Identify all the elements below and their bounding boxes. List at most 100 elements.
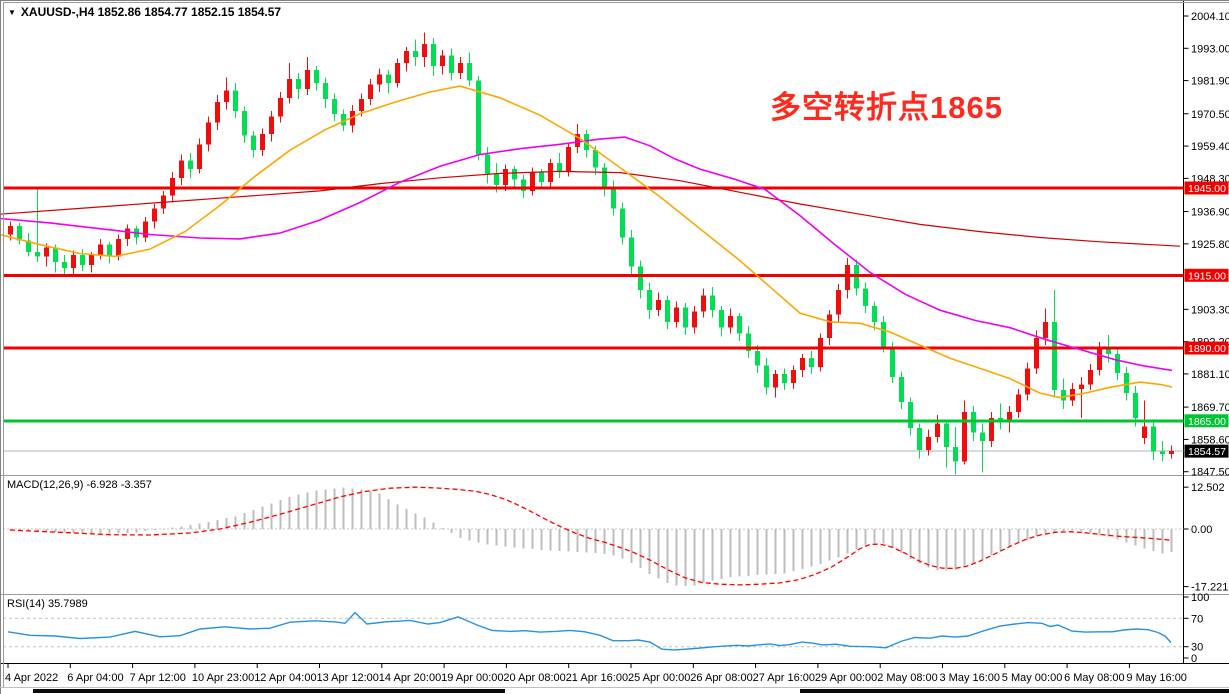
candle-body <box>98 244 103 255</box>
time-axis-label: 3 May 16:00 <box>940 672 1001 684</box>
bottom-bar-left <box>33 689 505 693</box>
candle-body <box>278 97 283 117</box>
price-axis-label: 1981.90 <box>1191 76 1229 88</box>
macd-indicator-label: MACD(12,26,9) -6.928 -3.357 <box>7 479 152 491</box>
price-axis-label: 1881.10 <box>1191 369 1229 381</box>
candle-body <box>296 78 301 90</box>
candle-body <box>827 314 832 338</box>
candle-body <box>539 171 544 183</box>
candle-body <box>611 187 616 209</box>
price-axis-label: 1959.40 <box>1191 141 1229 153</box>
price-axis-label: 1993.00 <box>1191 43 1229 55</box>
candle-body <box>926 436 931 450</box>
candle-body <box>944 423 949 447</box>
candle-body <box>512 169 517 180</box>
candles-layer <box>8 32 1174 475</box>
bottom-bar-right <box>800 689 1229 693</box>
price-badge-box <box>1184 268 1229 282</box>
symbol-dropdown-icon[interactable]: ▼ <box>8 7 16 17</box>
price-axis-label: 1970.50 <box>1191 109 1229 121</box>
candle-body <box>593 150 598 168</box>
candle-body <box>755 350 760 366</box>
candle-body <box>530 171 535 191</box>
candle-body <box>449 55 454 74</box>
candle-body <box>404 51 409 63</box>
candle-body <box>260 134 265 151</box>
candle-body <box>656 300 661 311</box>
candle-body <box>548 163 553 183</box>
rsi-panel <box>3 611 1184 651</box>
candle-body <box>413 51 418 58</box>
price-badge-text: 1854.57 <box>1188 446 1226 458</box>
candle-body <box>359 99 364 111</box>
candle-body <box>1043 321 1048 338</box>
chart-annotation-text: 多空转折点1865 <box>770 90 1003 125</box>
candle-body <box>179 160 184 178</box>
candle-body <box>872 305 877 322</box>
candle-body <box>602 167 607 188</box>
time-axis-label: 4 Apr 2022 <box>5 672 58 684</box>
time-axis-label: 21 Apr 16:00 <box>566 672 628 684</box>
candle-body <box>953 446 958 462</box>
price-level-badge: 1945.00 <box>1184 181 1229 195</box>
macd-axis-label: -17.221 <box>1191 582 1228 594</box>
candle-body <box>71 254 76 269</box>
candle-body <box>242 110 247 136</box>
candle-body <box>476 80 481 155</box>
price-badge-box <box>1184 414 1229 428</box>
candle-body <box>566 147 571 172</box>
candle-body <box>764 365 769 388</box>
candle-body <box>467 62 472 81</box>
candle-body <box>620 208 625 238</box>
time-axis-label: 2 May 08:00 <box>877 672 938 684</box>
candle-body <box>881 321 886 347</box>
price-axis-label: 2004.10 <box>1191 11 1229 23</box>
time-axis: 4 Apr 2022 6 Apr 04:00 7 Apr 12:00 10 Apr 2… <box>5 663 1187 684</box>
candle-body <box>899 377 904 402</box>
candle-body <box>314 70 319 84</box>
candle-body <box>224 90 229 103</box>
time-axis-label: 9 May 16:00 <box>1126 672 1187 684</box>
ma-mid-line <box>0 136 1173 372</box>
candle-body <box>917 428 922 450</box>
time-axis-label: 20 Apr 08:00 <box>503 672 565 684</box>
candle-body <box>458 62 463 74</box>
candle-body <box>386 74 391 84</box>
macd-axis-label: 0.00 <box>1191 524 1212 536</box>
symbol-title-bar: ▼ XAUUSD-,H4 1852.86 1854.77 1852.15 185… <box>8 4 281 20</box>
candle-body <box>341 113 346 126</box>
candle-body <box>1160 451 1165 455</box>
symbol-ohlc-text: XAUUSD-,H4 1852.86 1854.77 1852.15 1854.… <box>20 5 282 19</box>
candle-body <box>1133 393 1138 418</box>
candle-body <box>53 247 58 263</box>
candle-body <box>1097 348 1102 370</box>
candle-body <box>143 221 148 238</box>
ma-fast-line <box>0 85 1173 399</box>
time-axis-label: 6 Apr 04:00 <box>67 672 123 684</box>
candle-body <box>575 134 580 148</box>
candle-body <box>431 43 436 66</box>
candle-body <box>35 252 40 257</box>
candle-body <box>116 238 121 257</box>
candle-body <box>206 122 211 145</box>
candle-body <box>836 289 841 315</box>
time-axis-label: 13 Apr 12:00 <box>317 672 379 684</box>
candle-body <box>125 228 130 239</box>
candle-body <box>215 102 220 123</box>
candle-body <box>62 262 67 269</box>
price-badge-box <box>1184 341 1229 355</box>
candle-body <box>989 417 994 442</box>
candle-body <box>89 254 94 266</box>
candle-body <box>710 295 715 311</box>
price-level-badge: 1854.57 <box>1184 444 1229 458</box>
candle-body <box>305 70 310 90</box>
candle-body <box>665 300 670 322</box>
candle-body <box>863 288 868 306</box>
candle-body <box>701 295 706 312</box>
rsi-line <box>7 611 1172 651</box>
candle-body <box>782 374 787 383</box>
candle-body <box>485 154 490 174</box>
rsi-axis-label: 100 <box>1191 592 1209 604</box>
